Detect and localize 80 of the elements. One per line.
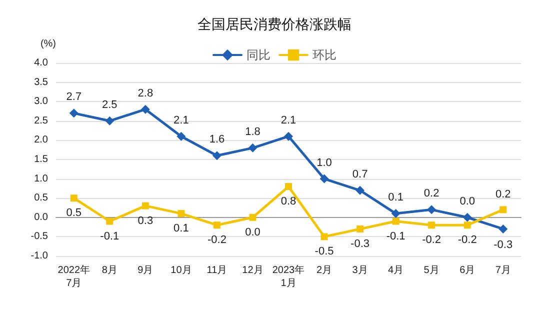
y-tick-label: 1.5 xyxy=(34,154,48,165)
point xyxy=(462,212,472,222)
y-axis-title: (%) xyxy=(40,38,56,50)
point xyxy=(248,143,258,152)
data-label: -0.2 xyxy=(207,234,226,246)
data-label: 0.1 xyxy=(174,222,189,235)
data-label: -0.3 xyxy=(350,238,370,250)
data-label: -0.2 xyxy=(458,234,477,246)
point xyxy=(391,209,400,218)
data-label: -0.1 xyxy=(386,230,406,242)
point xyxy=(320,233,328,240)
point xyxy=(356,225,364,232)
point xyxy=(213,222,220,229)
point xyxy=(249,214,256,221)
data-label: 0.2 xyxy=(424,188,440,200)
x-tick-label: 2023年 1月 xyxy=(272,264,305,289)
y-tick-label: -0.5 xyxy=(30,231,48,242)
point xyxy=(428,222,436,229)
x-tick-label: 8月 xyxy=(102,265,118,276)
point xyxy=(284,132,293,141)
y-tick-label: 1.0 xyxy=(34,173,48,184)
y-tick-label: 0.0 xyxy=(34,212,48,223)
point xyxy=(356,186,365,195)
data-label: 0.3 xyxy=(138,214,154,227)
data-label: 1.0 xyxy=(316,156,332,169)
x-tick-label: 5月 xyxy=(424,265,440,276)
x-tick-label: 6月 xyxy=(460,265,476,276)
y-tick-label: 3.5 xyxy=(34,76,48,88)
x-tick-label: 11月 xyxy=(206,265,228,276)
point xyxy=(69,108,78,118)
data-label: 2.8 xyxy=(138,87,154,100)
point xyxy=(106,218,114,225)
data-label: -0.2 xyxy=(422,234,442,246)
point xyxy=(285,183,292,190)
point xyxy=(140,104,150,114)
data-label: 0.8 xyxy=(280,196,296,208)
data-label: 0.1 xyxy=(388,192,404,204)
point xyxy=(212,151,222,160)
point xyxy=(427,205,436,214)
x-tick-label: 10月 xyxy=(170,265,192,276)
x-tick-label: 2月 xyxy=(316,265,332,276)
y-tick-label: 2.5 xyxy=(34,115,48,126)
x-tick-label: 3月 xyxy=(352,265,368,276)
data-label: 0.7 xyxy=(352,168,368,180)
y-tick-label: 4.0 xyxy=(34,58,48,68)
point xyxy=(392,218,400,225)
point xyxy=(105,116,114,126)
point xyxy=(176,132,186,141)
data-label: 2.7 xyxy=(66,91,82,104)
x-tick-label: 7月 xyxy=(495,265,511,276)
data-label: 0.0 xyxy=(245,226,260,238)
chart-title: 全国居民消费价格涨跌幅 xyxy=(198,16,352,32)
point xyxy=(320,174,329,184)
data-label: -0.1 xyxy=(100,230,120,242)
y-tick-label: 2.0 xyxy=(34,134,48,146)
point xyxy=(500,206,507,214)
data-label: 2.1 xyxy=(174,114,189,126)
legend-label: 同比 xyxy=(246,48,270,62)
x-tick-label: 4月 xyxy=(388,265,404,276)
data-label: -0.5 xyxy=(314,246,334,258)
legend-label: 环比 xyxy=(312,48,336,62)
data-label: 2.5 xyxy=(102,98,118,111)
point xyxy=(70,194,78,202)
data-label: 0.5 xyxy=(66,207,82,220)
data-label: 1.6 xyxy=(209,134,225,146)
y-tick-label: 3.0 xyxy=(34,96,48,108)
point xyxy=(142,202,149,210)
data-label: 0.0 xyxy=(460,195,475,208)
data-label: -0.3 xyxy=(494,238,513,251)
x-tick-label: 2022年 7月 xyxy=(58,264,90,289)
point xyxy=(498,224,508,234)
x-tick-label: 12月 xyxy=(242,265,264,276)
data-label: 1.8 xyxy=(245,126,260,138)
point xyxy=(178,210,185,218)
y-tick-label: 0.5 xyxy=(34,192,48,204)
y-tick-label: -1.0 xyxy=(30,250,48,262)
x-tick-label: 9月 xyxy=(138,265,154,276)
data-label: 2.1 xyxy=(280,114,296,126)
point xyxy=(464,222,471,229)
data-label: 0.2 xyxy=(495,188,511,201)
